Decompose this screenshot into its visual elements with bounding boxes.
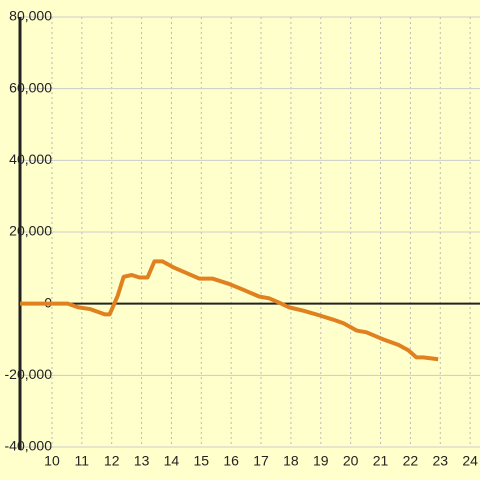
data-line xyxy=(20,259,439,362)
x-tick-label: 10 xyxy=(44,453,60,469)
y-tick-label: 40,000 xyxy=(9,151,52,167)
x-tick-label: 13 xyxy=(134,453,150,469)
y-tick-label: 80,000 xyxy=(9,8,52,24)
y-tick-label: 60,000 xyxy=(9,79,52,95)
x-tick-label: 16 xyxy=(223,453,239,469)
x-tick-label: 18 xyxy=(283,453,299,469)
x-tick-label: 19 xyxy=(313,453,329,469)
x-tick-label: 12 xyxy=(104,453,120,469)
x-tick-label: 14 xyxy=(164,453,180,469)
x-tick-label: 20 xyxy=(343,453,359,469)
y-tick-label: 20,000 xyxy=(9,223,52,239)
y-tick-label: -20,000 xyxy=(5,366,53,382)
x-tick-label: 24 xyxy=(462,453,478,469)
x-tick-label: 11 xyxy=(75,453,90,469)
x-tick-label: 22 xyxy=(403,453,419,469)
x-tick-label: 21 xyxy=(373,453,389,469)
y-tick-label: -40,000 xyxy=(5,438,53,454)
x-tick-label: 23 xyxy=(432,453,448,469)
x-tick-label: 15 xyxy=(194,453,210,469)
x-tick-label: 17 xyxy=(253,453,269,469)
